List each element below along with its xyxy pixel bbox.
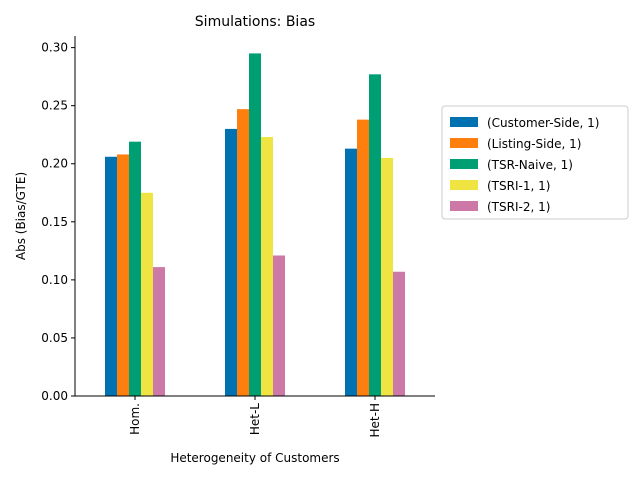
legend-entry: (TSRI-1, 1) (487, 179, 550, 193)
legend-box (441, 105, 629, 220)
legend-swatch (450, 159, 478, 169)
bar-1-0 (117, 154, 129, 396)
legend-swatch (450, 180, 478, 190)
x-axis-label: Heterogeneity of Customers (170, 451, 339, 465)
bar-3-0 (141, 192, 153, 396)
y-tick-label: 0.30 (41, 41, 68, 55)
x-tick-label: Het-L (248, 403, 262, 435)
legend-swatch (450, 138, 478, 148)
y-tick-label: 0.10 (41, 273, 68, 287)
x-tick-label: Hom. (128, 403, 142, 435)
bar-2-1 (249, 53, 261, 397)
bar-4-0 (153, 267, 165, 396)
y-tick-label: 0.05 (41, 331, 68, 345)
bar-4-1 (273, 255, 285, 396)
chart-title: Simulations: Bias (195, 14, 315, 30)
legend-swatch (450, 201, 478, 211)
bar-3-2 (381, 157, 393, 396)
bar-0-0 (105, 156, 117, 396)
legend-entry: (TSRI-2, 1) (487, 200, 550, 214)
y-tick-label: 0.15 (41, 215, 68, 229)
bar-2-0 (129, 141, 141, 396)
bar-0-2 (345, 148, 357, 396)
bars-group (105, 53, 405, 397)
y-axis-label: Abs (Bias/GTE) (14, 172, 28, 260)
bar-4-2 (393, 271, 405, 396)
legend-entry: (Listing-Side, 1) (487, 137, 581, 151)
bar-0-1 (225, 128, 237, 396)
y-tick-label: 0.00 (41, 389, 68, 403)
y-tick-label: 0.25 (41, 99, 68, 113)
bar-2-2 (369, 74, 381, 397)
bar-3-1 (261, 137, 273, 396)
legend-swatch (450, 117, 478, 127)
bar-1-2 (357, 119, 369, 396)
y-tick-label: 0.20 (41, 157, 68, 171)
x-tick-label: Het-H (368, 403, 382, 437)
bar-1-1 (237, 109, 249, 397)
legend: (Customer-Side, 1) (Listing-Side, 1) (TSR-… (441, 105, 629, 220)
legend-entry: (TSR-Naive, 1) (487, 158, 573, 172)
axes-group: 0.00 0.05 0.10 0.15 0.20 0.25 0.30 Hom. Het-L Het… (41, 36, 435, 437)
legend-entry: (Customer-Side, 1) (487, 116, 599, 130)
